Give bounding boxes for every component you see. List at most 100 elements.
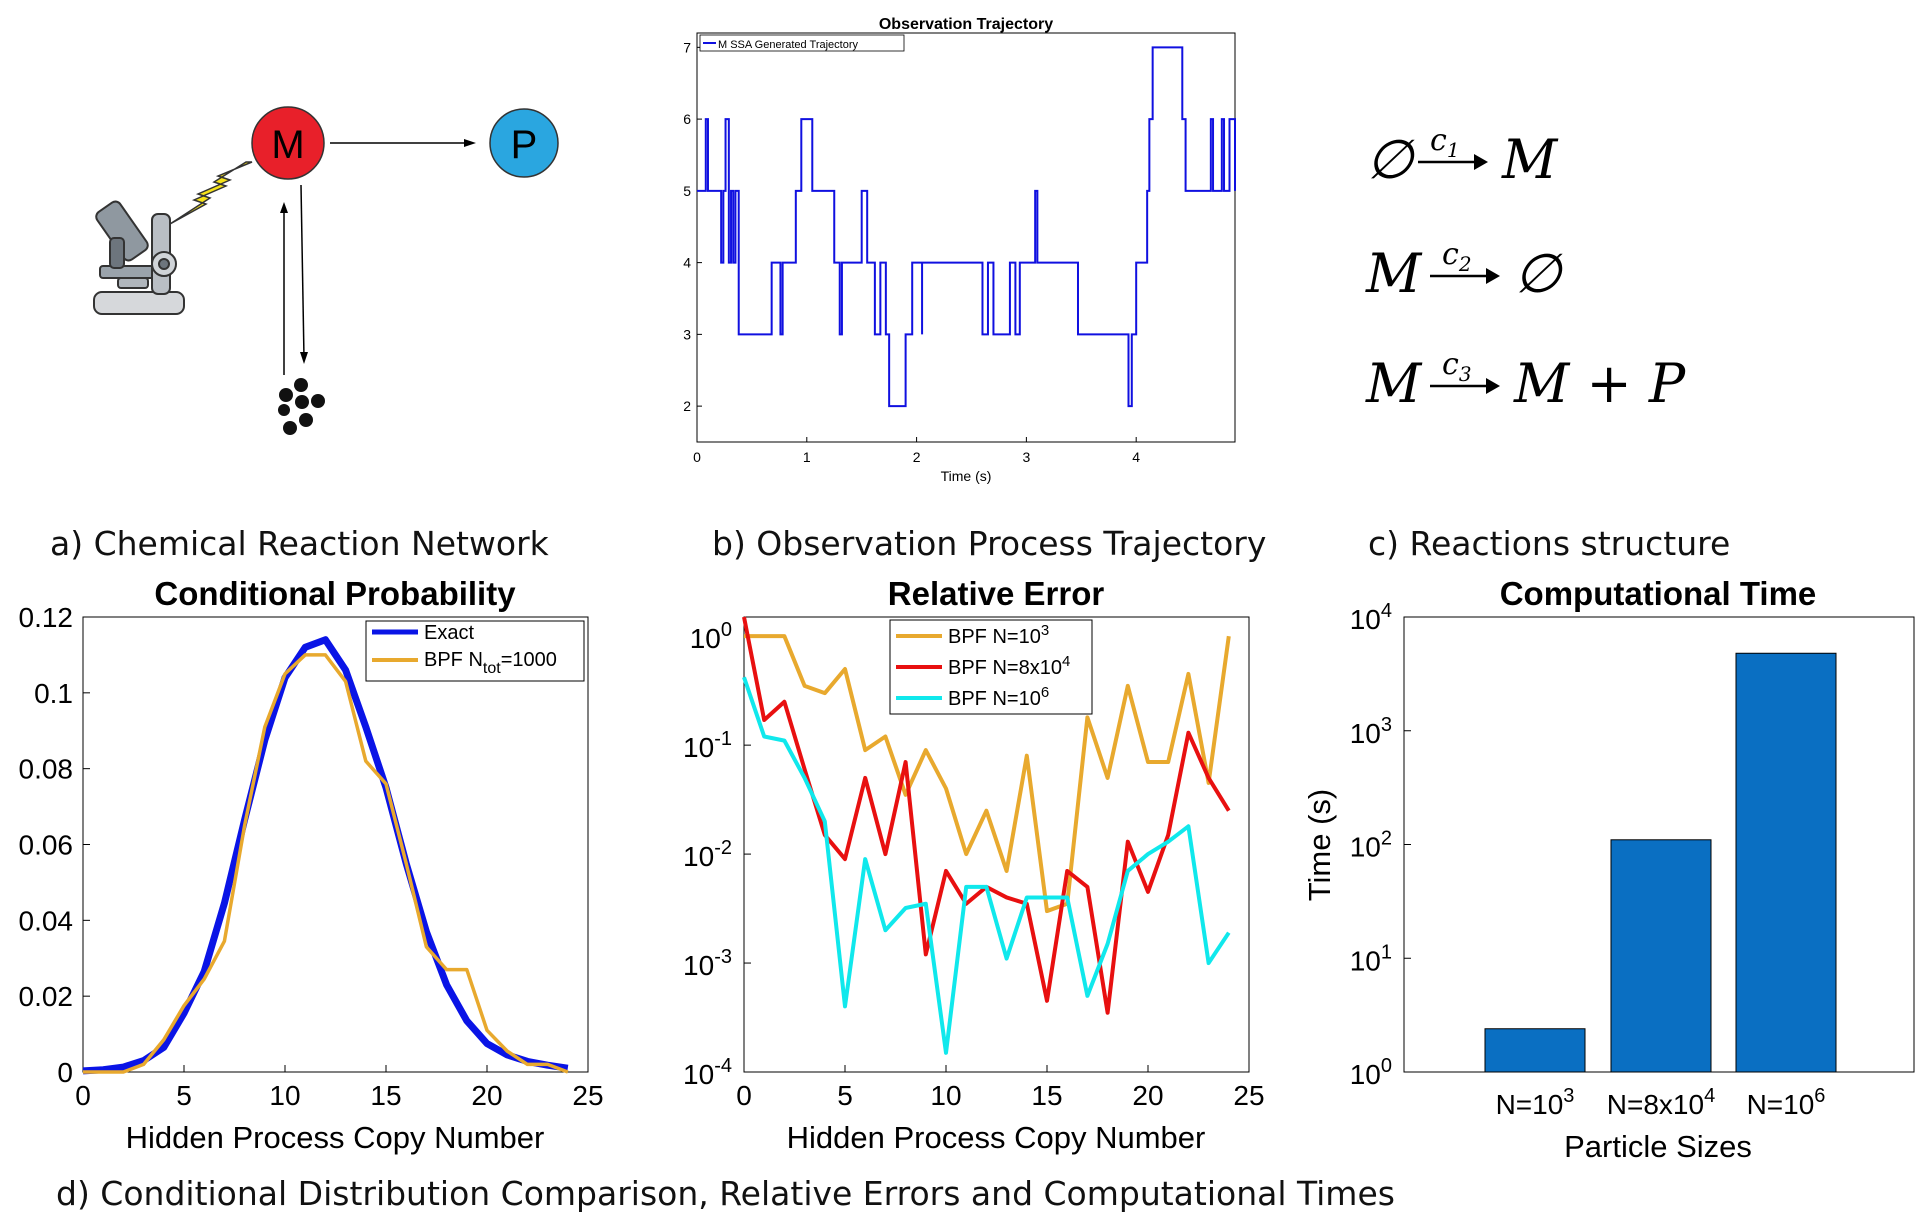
arrow-production-head [280, 202, 288, 213]
cp-title: Conditional Probability [154, 575, 516, 612]
ct-bar-2 [1610, 839, 1712, 1073]
cp-xlabel: Hidden Process Copy Number [126, 1120, 545, 1155]
ct-xlabel: Particle Sizes [1564, 1129, 1752, 1164]
trajectory-axes-box [696, 32, 1236, 443]
trajectory-legend [699, 34, 905, 52]
trajectory-ytick-label: 5 [683, 183, 691, 199]
ct-ytick-label: 101 [1350, 941, 1392, 976]
re-legend-1: BPF N=103 [948, 622, 1049, 648]
node-p-label: P [511, 123, 538, 167]
cp-ytick-label: 0.1 [34, 678, 73, 709]
trajectory-y-ticks: 2 3 4 5 6 7 [683, 39, 702, 414]
cp-ytick-label: 0.04 [19, 905, 74, 936]
re-ytick-label: 10-4 [683, 1055, 732, 1090]
trajectory-x-ticks: 0 1 2 3 4 [693, 437, 1140, 465]
panel-d-relative-error: Relative Error 100 10-1 10-2 10-3 10-40 5 10 15… [683, 575, 1265, 1155]
re-ticks: 100 10-1 10-2 10-3 10-40 5 10 15 20 25 [683, 619, 1265, 1111]
cp-ticks: 0 0.02 0.04 0.06 0.08 0.1 0.12 0 5 10 15 20 25 [19, 602, 604, 1111]
node-m [251, 106, 325, 180]
caption-b: b) Observation Process Trajectory [712, 524, 1266, 563]
trajectory-line [697, 46, 1236, 408]
node-m-label: M [271, 123, 304, 167]
cp-xtick-label: 0 [75, 1080, 91, 1111]
trajectory-ytick-label: 7 [683, 39, 691, 55]
re-ytick-label: 100 [690, 619, 732, 654]
ct-ytick-label: 100 [1350, 1055, 1392, 1090]
trajectory-xtick-label: 2 [913, 449, 921, 465]
re-xtick-label: 0 [736, 1080, 752, 1111]
cp-legend-bpf: BPF Ntot=1000 [424, 649, 557, 677]
cp-xtick-label: 10 [269, 1080, 300, 1111]
ct-bar-1 [1484, 1028, 1586, 1073]
re-series [742, 616, 1231, 1055]
re-series-3 [742, 676, 1231, 1055]
trajectory-xtick-label: 1 [803, 449, 811, 465]
trajectory-xtick-label: 0 [693, 449, 701, 465]
trajectory-ytick-label: 2 [683, 398, 691, 414]
lightning-icon [169, 161, 253, 225]
cp-xtick-label: 15 [370, 1080, 401, 1111]
node-p [489, 108, 559, 178]
re-xtick-label: 5 [837, 1080, 853, 1111]
ct-xtick-label: N=8x104 [1607, 1085, 1715, 1120]
cp-legend-exact: Exact [424, 622, 474, 644]
cp-ytick-label: 0.06 [19, 830, 74, 861]
re-ytick-label: 10-2 [683, 837, 732, 872]
reaction-1: ∅ c1 M [1366, 123, 1559, 191]
degradation-dots-icon [278, 378, 325, 435]
re-xtick-label: 20 [1132, 1080, 1163, 1111]
reaction-rate: c2 [1442, 237, 1472, 276]
cp-ytick-label: 0 [57, 1057, 73, 1088]
arrow-degradation-head [300, 352, 308, 364]
panel-d-computational-time: Computational Time 100 101 102 103 104 N=103 N… [1302, 575, 1915, 1164]
trajectory-xtick-label: 4 [1132, 449, 1140, 465]
panel-a-network: M P [93, 106, 559, 435]
trajectory-ytick-label: 4 [683, 255, 691, 271]
ct-ticks: 100 101 102 103 104 N=103 N=8x104 N=106 [1350, 600, 1826, 1120]
reaction-product: M + P [1513, 352, 1687, 415]
ct-xtick-label: N=103 [1496, 1085, 1575, 1120]
arrow-m-to-p-head [464, 139, 476, 147]
trajectory-xtick-label: 3 [1022, 449, 1030, 465]
ct-title: Computational Time [1500, 575, 1817, 612]
reaction-product: ∅ [1514, 242, 1563, 305]
caption-c: c) Reactions structure [1368, 524, 1730, 563]
re-legend-2: BPF N=8x104 [948, 653, 1070, 679]
re-ytick-label: 10-3 [683, 946, 732, 981]
cp-xtick-label: 20 [471, 1080, 502, 1111]
reaction-reactant: ∅ [1366, 128, 1415, 191]
reaction-reactant: M [1365, 242, 1423, 305]
arrow-degradation [300, 184, 305, 359]
reaction-arrow-head [1474, 154, 1488, 170]
re-title: Relative Error [888, 575, 1105, 612]
caption-a: a) Chemical Reaction Network [50, 524, 550, 563]
ct-ytick-label: 103 [1350, 714, 1392, 749]
cp-ytick-label: 0.12 [19, 602, 74, 633]
cp-series-exact [82, 636, 569, 1075]
ct-xtick-label: N=106 [1747, 1085, 1826, 1120]
re-xtick-label: 15 [1031, 1080, 1062, 1111]
cp-axes-box [82, 616, 589, 1073]
ct-ylabel: Time (s) [1302, 789, 1337, 902]
trajectory-ytick-label: 3 [683, 326, 691, 342]
cp-ytick-label: 0.08 [19, 754, 74, 785]
re-xtick-label: 25 [1233, 1080, 1264, 1111]
ct-bar-3 [1735, 652, 1837, 1073]
cp-series-bpf [83, 653, 569, 1074]
panel-d-conditional-probability: Conditional Probability 0 0.02 0.04 0.06 0.0… [19, 575, 604, 1155]
cp-ytick-label: 0.02 [19, 981, 74, 1012]
panel-b-trajectory: Observation Trajectory 2 3 4 5 6 7 0 1 2 3 4 M SS… [683, 16, 1236, 484]
cp-xtick-label: 25 [572, 1080, 603, 1111]
reaction-product: M [1501, 128, 1559, 191]
reaction-rate: c3 [1442, 347, 1472, 386]
trajectory-ytick-label: 6 [683, 111, 691, 127]
re-xtick-label: 10 [930, 1080, 961, 1111]
ct-ytick-label: 104 [1350, 600, 1392, 635]
re-legend-3: BPF N=106 [948, 684, 1049, 710]
reaction-arrow-head [1486, 378, 1500, 394]
cp-series [82, 636, 569, 1075]
ct-ytick-label: 102 [1350, 828, 1392, 863]
trajectory-xlabel: Time (s) [941, 468, 992, 484]
